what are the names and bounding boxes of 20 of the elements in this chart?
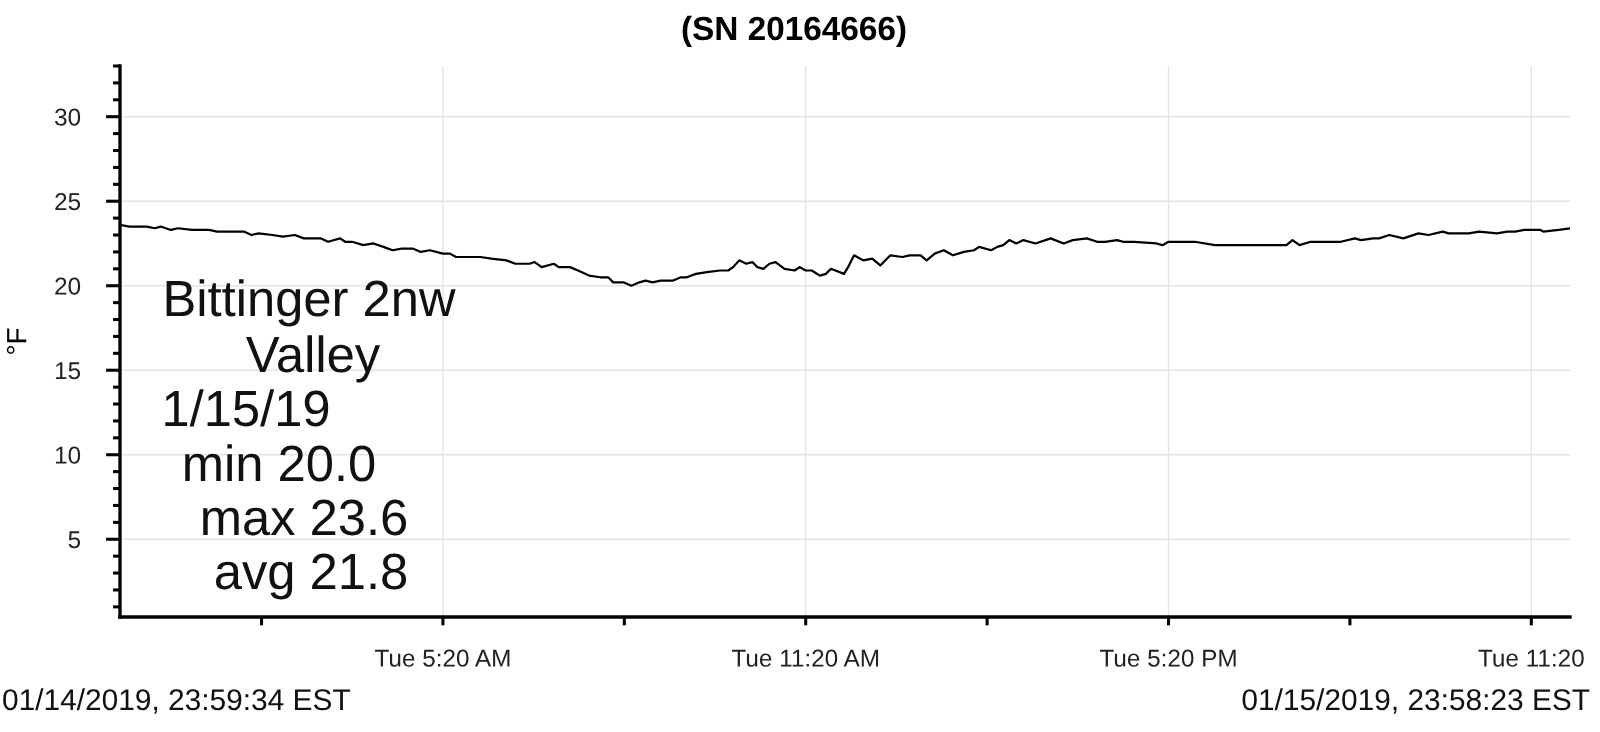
y-tick-label: 5 [68,531,81,549]
annotation: min 20.0 [185,444,375,482]
annotation: avg 21.8 [215,553,407,600]
annotation: Valley [246,335,381,383]
y-tick-label: 20 [55,277,81,295]
x-tick-label: Tue 5:20 PM [1099,649,1236,667]
x-tick-label: Tue 11:20 [1478,649,1584,667]
y-tick-label: 25 [55,193,81,211]
y-tick-label: 30 [55,108,81,126]
text: 01/14/2019, 23:59:34 EST [3,688,350,714]
annotation: max 23.6 [203,499,407,536]
annotation: 1/15/19 [165,389,329,427]
chart-title: (SN 20164666) [682,15,906,47]
y-axis-title: °F [6,328,27,354]
x-tick-label: Tue 5:20 AM [375,649,510,667]
text: 01/15/2019, 23:58:23 EST [1242,688,1590,714]
annotation: Bittinger 2nw [166,279,456,327]
y-tick-label: 15 [55,362,81,380]
x-tick-label: Tue 11:20 AM [731,649,879,667]
y-tick-label: 10 [55,446,81,464]
